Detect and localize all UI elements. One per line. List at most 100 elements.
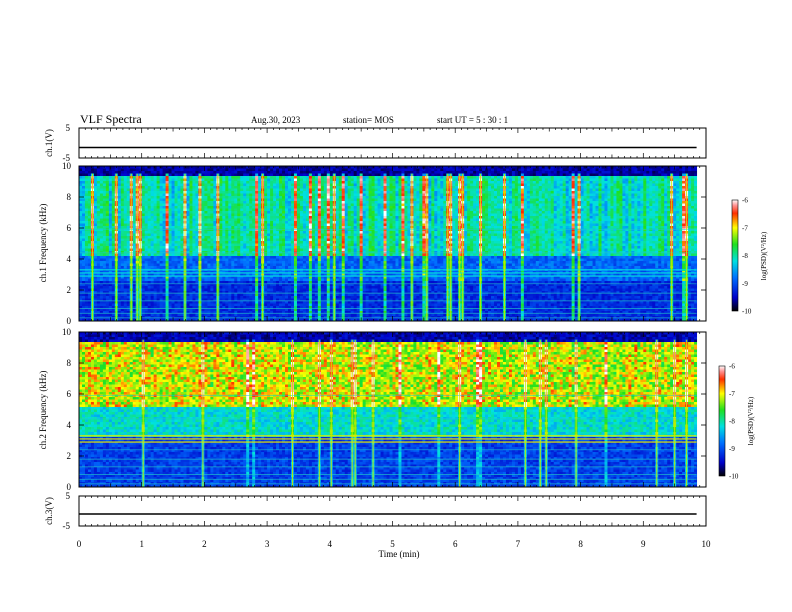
ch1-spec-cell [320, 183, 325, 187]
ch1-spec-cell [428, 221, 432, 224]
ch1-spec-cell [514, 218, 519, 222]
ch1-spec-cell [416, 181, 420, 184]
ch1-spec-cell [637, 191, 641, 194]
ch1-spec-cell [634, 176, 638, 179]
ch1-spec-cell [243, 193, 247, 197]
ch1-spec-cell [240, 188, 244, 192]
ch1-spec-cell [219, 168, 223, 172]
ch1-spec-cell [416, 193, 420, 197]
ch1-spec-cell [177, 196, 181, 199]
ch1-spec-cell [622, 206, 626, 209]
ch1-spec-cell [273, 213, 277, 217]
ch1-spec-cell [350, 178, 355, 182]
ch1-spec-cell [455, 183, 459, 187]
ch1-spec-cell [574, 206, 579, 209]
ch1-spec-cell [320, 213, 325, 217]
ch1-spec-cell [290, 198, 295, 202]
ch1-spec-cell [491, 188, 495, 192]
ch1-spec-cell [443, 221, 447, 224]
ch1-spec-cell [595, 213, 599, 217]
ch1-spec-cell [153, 168, 158, 172]
ch1-spec-cell [389, 196, 393, 199]
ch1-spec-cell [290, 208, 295, 212]
ch1-spec-cell [162, 216, 166, 219]
ch1-spec-cell [99, 208, 104, 212]
ch1-spec-cell [356, 211, 361, 214]
ch1-spec-cell [192, 191, 196, 194]
ch1-spec-cell [264, 216, 268, 219]
ch1-spec-cell [150, 171, 155, 174]
ch1-spec-cell [646, 166, 650, 169]
ch1-spec-cell [694, 211, 698, 214]
ch1-spec-cell [156, 188, 161, 192]
ch1-spec-cell [508, 173, 513, 177]
ch1-spec-cell [96, 203, 101, 207]
ch1-spec-cell [443, 183, 447, 187]
ch1-spec-cell [386, 183, 390, 187]
ch1-spec-cell [350, 193, 355, 197]
ch1-spec-cell [550, 181, 555, 184]
ch1-spec-cell [195, 176, 199, 179]
ch1-spec-cell [210, 186, 214, 189]
ch1-spec-cell [392, 216, 396, 219]
ch1-spec-cell [290, 196, 295, 199]
ch1-spec-cell [180, 168, 184, 172]
ch1-spec-cell [697, 198, 701, 202]
ch1-spec-cell [168, 178, 172, 182]
ch1-spec-cell [186, 196, 190, 199]
ch1-spec-cell [243, 213, 247, 217]
ch1-spec-cell [631, 193, 635, 197]
ch1-spec-cell [204, 173, 208, 177]
ch1-spec-cell [174, 221, 178, 224]
ch1-spec-cell [368, 211, 372, 214]
ch1-spec-cell [81, 166, 86, 169]
ch1-spec-cell [499, 213, 504, 217]
ch1-spec-cell [494, 193, 498, 197]
ch1-spec-cell [201, 201, 205, 204]
ch1-spec-cell [485, 181, 489, 184]
ch1-spec-cell [694, 203, 698, 207]
ch1-spec-cell [535, 176, 540, 179]
ch1-spec-cell [389, 198, 393, 202]
ch1-spec-cell [201, 203, 205, 207]
ch1-spec-cell [165, 196, 169, 199]
ch1-spec-cell [682, 196, 686, 199]
ch1-spec-cell [589, 193, 593, 197]
ch1-spec-cell [293, 198, 298, 202]
ch1-spec-cell [252, 216, 256, 219]
ch1-spec-cell [243, 221, 247, 224]
ch1-spec-cell [643, 176, 647, 179]
ch1-spec-cell [192, 203, 196, 207]
ch1-spec-cell [586, 168, 590, 172]
ch1-spec-cell [93, 198, 98, 202]
ch1-spec-cell [302, 206, 307, 209]
ch1-spec-cell [640, 211, 644, 214]
ch1-spec-cell [332, 166, 337, 169]
ch1-spec-cell [222, 206, 226, 209]
ch1-spec-cell [556, 198, 561, 202]
ch1-spec-cell [467, 171, 471, 174]
ch1-spec-cell [207, 221, 211, 224]
ch1-spec-cell [455, 218, 459, 222]
ch1-spec-cell [79, 191, 83, 194]
ch1-spec-cell [407, 206, 411, 209]
ch1-spec-cell [619, 188, 623, 192]
ch1-spec-cell [111, 173, 116, 177]
ch1-spec-cell [368, 196, 372, 199]
ch1-spec-cell [437, 203, 441, 207]
ch1-spec-cell [464, 208, 468, 212]
ch1-spec-cell [189, 186, 193, 189]
ch1-spec-cell [401, 178, 405, 182]
ch1-spec-cell [571, 168, 576, 172]
ch1-spec-cell [497, 201, 501, 204]
ch1-spec-cell [177, 218, 181, 222]
ch1-spec-cell [365, 193, 370, 197]
ch1-spec-cell [646, 201, 650, 204]
ch1-spec-cell [508, 171, 513, 174]
ch1-spec-cell [646, 213, 650, 217]
ch1-spec-cell [249, 181, 253, 184]
ch1-spec-cell [467, 181, 471, 184]
ch1-spec-cell [96, 168, 101, 172]
ch1-spec-cell [195, 188, 199, 192]
ch1-spec-cell [440, 198, 444, 202]
